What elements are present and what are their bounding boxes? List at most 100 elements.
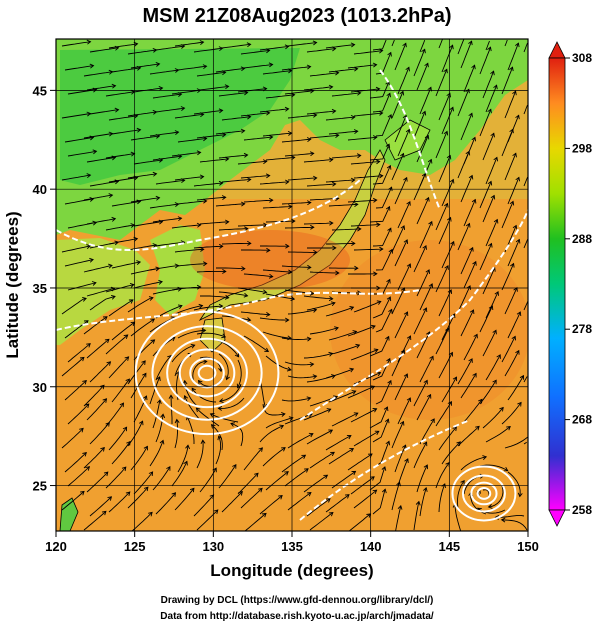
streamline — [306, 498, 331, 517]
streamline-arrowhead — [381, 488, 387, 494]
streamline-arrowhead — [372, 62, 378, 68]
streamline — [61, 491, 85, 511]
streamline — [331, 155, 361, 159]
streamline-arrowhead — [503, 466, 509, 472]
streamline — [133, 281, 163, 289]
streamline — [328, 448, 354, 465]
streamline — [413, 307, 427, 335]
streamline-arrowhead — [370, 476, 375, 481]
streamline-arrowhead — [84, 403, 90, 409]
streamline — [457, 151, 470, 179]
streamline-arrowhead — [152, 171, 158, 177]
streamline — [127, 421, 144, 447]
streamline — [306, 302, 336, 311]
streamline-arrowhead — [148, 511, 153, 517]
streamline — [328, 390, 356, 403]
streamline-arrowhead — [177, 304, 183, 309]
streamline — [504, 91, 517, 119]
streamline-arrowhead — [86, 244, 92, 250]
streamline — [479, 47, 491, 75]
streamline-arrowhead — [509, 200, 515, 206]
streamline — [523, 239, 528, 249]
streamline-arrowhead — [512, 90, 517, 96]
streamline-arrowhead — [373, 271, 378, 277]
streamline — [83, 194, 113, 201]
streamline-arrowhead — [473, 333, 478, 339]
streamline-arrowhead — [85, 466, 91, 471]
streamline — [507, 177, 520, 205]
streamline — [501, 336, 516, 363]
streamline-arrowhead — [472, 260, 477, 266]
streamline-arrowhead — [218, 398, 224, 404]
streamline-arrowhead — [426, 393, 432, 399]
streamline — [243, 64, 273, 69]
streamline — [347, 385, 375, 399]
streamline — [281, 202, 311, 205]
streamline-arrowhead — [355, 343, 361, 349]
streamline-arrowhead — [353, 412, 359, 417]
streamline — [413, 441, 427, 469]
streamline-arrowhead — [284, 179, 290, 185]
streamline-arrowhead — [460, 479, 465, 485]
streamline — [507, 375, 524, 401]
streamline — [438, 426, 457, 451]
streamline — [262, 132, 292, 137]
streamline-arrowhead — [515, 238, 521, 244]
y-axis-label: Latitude (degrees) — [3, 211, 22, 358]
streamline — [218, 353, 229, 380]
streamline — [479, 464, 508, 472]
streamline — [259, 495, 283, 515]
streamline-arrowhead — [443, 130, 449, 136]
streamline-arrowhead — [89, 257, 94, 263]
streamline — [441, 241, 455, 269]
streamline — [416, 269, 430, 297]
streamline-arrowhead — [122, 426, 128, 432]
streamline-arrowhead — [201, 328, 207, 333]
streamline-arrowhead — [309, 290, 315, 296]
streamline — [218, 92, 248, 97]
streamline-arrowhead — [487, 504, 493, 509]
streamline-arrowhead — [261, 512, 267, 518]
footer-data-source-line: Data from http://database.rish.kyoto-u.a… — [160, 611, 434, 622]
streamline-arrowhead — [156, 399, 162, 404]
streamline — [152, 155, 182, 161]
streamline-arrowhead — [335, 270, 340, 276]
streamline-arrowhead — [224, 294, 230, 300]
streamline — [303, 474, 328, 493]
streamline — [89, 180, 119, 187]
streamline — [89, 295, 116, 311]
streamline-arrowhead — [370, 385, 376, 390]
streamline — [111, 200, 141, 207]
streamline-arrowhead — [511, 335, 516, 341]
streamline — [83, 384, 105, 407]
streamline — [504, 350, 520, 377]
streamline-arrowhead — [284, 106, 290, 112]
streamline — [441, 45, 454, 73]
streamline-arrowhead — [487, 180, 493, 186]
streamline-arrowhead — [309, 151, 315, 157]
streamline-arrowhead — [111, 216, 117, 222]
streamline — [243, 136, 273, 141]
lat-lon-grid — [56, 39, 528, 531]
streamline-arrowhead — [309, 361, 315, 367]
streamline-arrowhead — [515, 42, 520, 48]
streamline — [303, 352, 333, 359]
streamline — [372, 228, 392, 247]
streamline — [108, 491, 131, 513]
streamline — [61, 113, 91, 119]
streamline-arrowhead — [221, 333, 227, 339]
streamline — [219, 383, 242, 402]
streamline — [353, 489, 377, 509]
streamline — [441, 107, 454, 135]
streamline — [479, 243, 492, 271]
streamline — [284, 413, 313, 425]
isobar-line — [56, 289, 421, 331]
streamline-arrowhead — [482, 455, 488, 461]
streamline — [441, 441, 461, 465]
streamline — [196, 71, 226, 77]
streamline-arrowhead — [500, 517, 506, 523]
streamline — [64, 452, 87, 473]
streamline — [369, 144, 390, 161]
streamline — [262, 70, 292, 75]
streamline-arrowhead — [198, 303, 204, 309]
